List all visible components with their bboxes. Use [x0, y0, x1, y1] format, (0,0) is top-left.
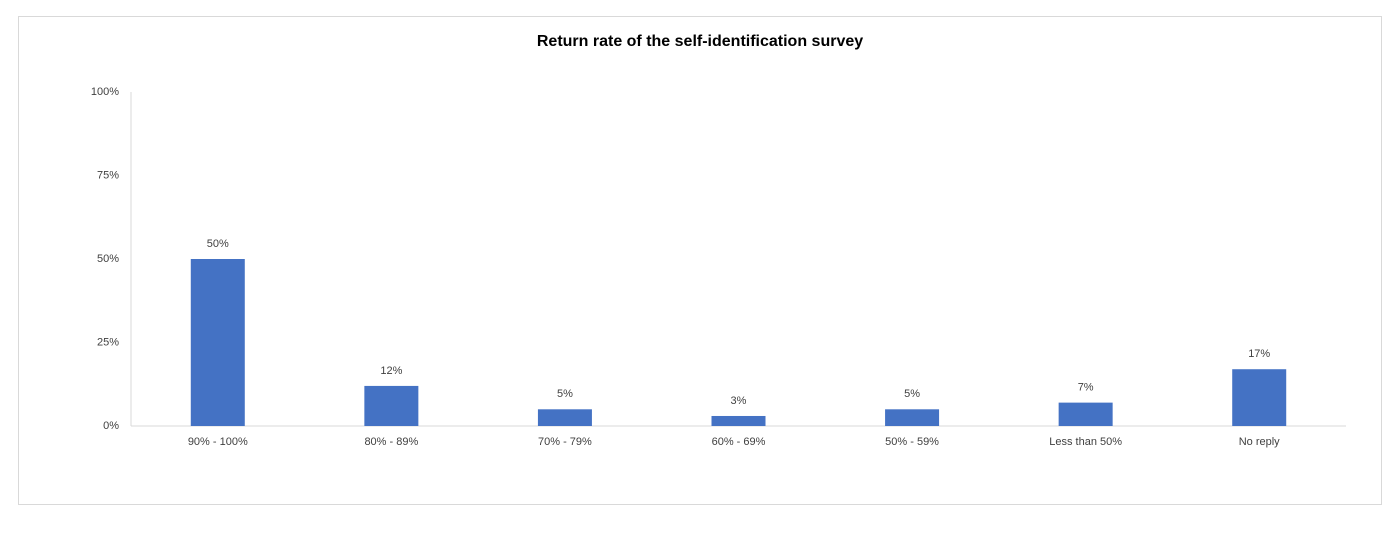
data-label: 17% [1248, 348, 1270, 360]
x-tick-label: Less than 50% [1049, 436, 1122, 448]
x-tick-label: 60% - 69% [712, 436, 766, 448]
data-label: 5% [904, 388, 920, 400]
data-label: 5% [557, 388, 573, 400]
bar [364, 385, 419, 426]
y-tick-label: 75% [97, 169, 119, 181]
y-tick-label: 50% [97, 253, 119, 265]
bar [1232, 369, 1287, 426]
bar [1058, 402, 1113, 426]
y-tick-label: 100% [91, 86, 119, 98]
x-tick-label: 80% - 89% [364, 436, 418, 448]
y-tick-label: 0% [103, 420, 119, 432]
bar [190, 259, 245, 426]
data-label: 3% [731, 395, 747, 407]
bar [711, 415, 766, 426]
bar [537, 409, 592, 426]
x-tick-label: 70% - 79% [538, 436, 592, 448]
x-tick-label: No reply [1239, 436, 1280, 448]
data-label: 50% [207, 238, 229, 250]
x-tick-label: 90% - 100% [188, 436, 248, 448]
bar [885, 409, 940, 426]
y-tick-label: 25% [97, 336, 119, 348]
x-tick-label: 50% - 59% [885, 436, 939, 448]
chart-border [18, 16, 1382, 505]
data-label: 12% [380, 365, 402, 377]
chart-title: Return rate of the self-identification s… [537, 33, 863, 50]
data-label: 7% [1078, 382, 1094, 394]
